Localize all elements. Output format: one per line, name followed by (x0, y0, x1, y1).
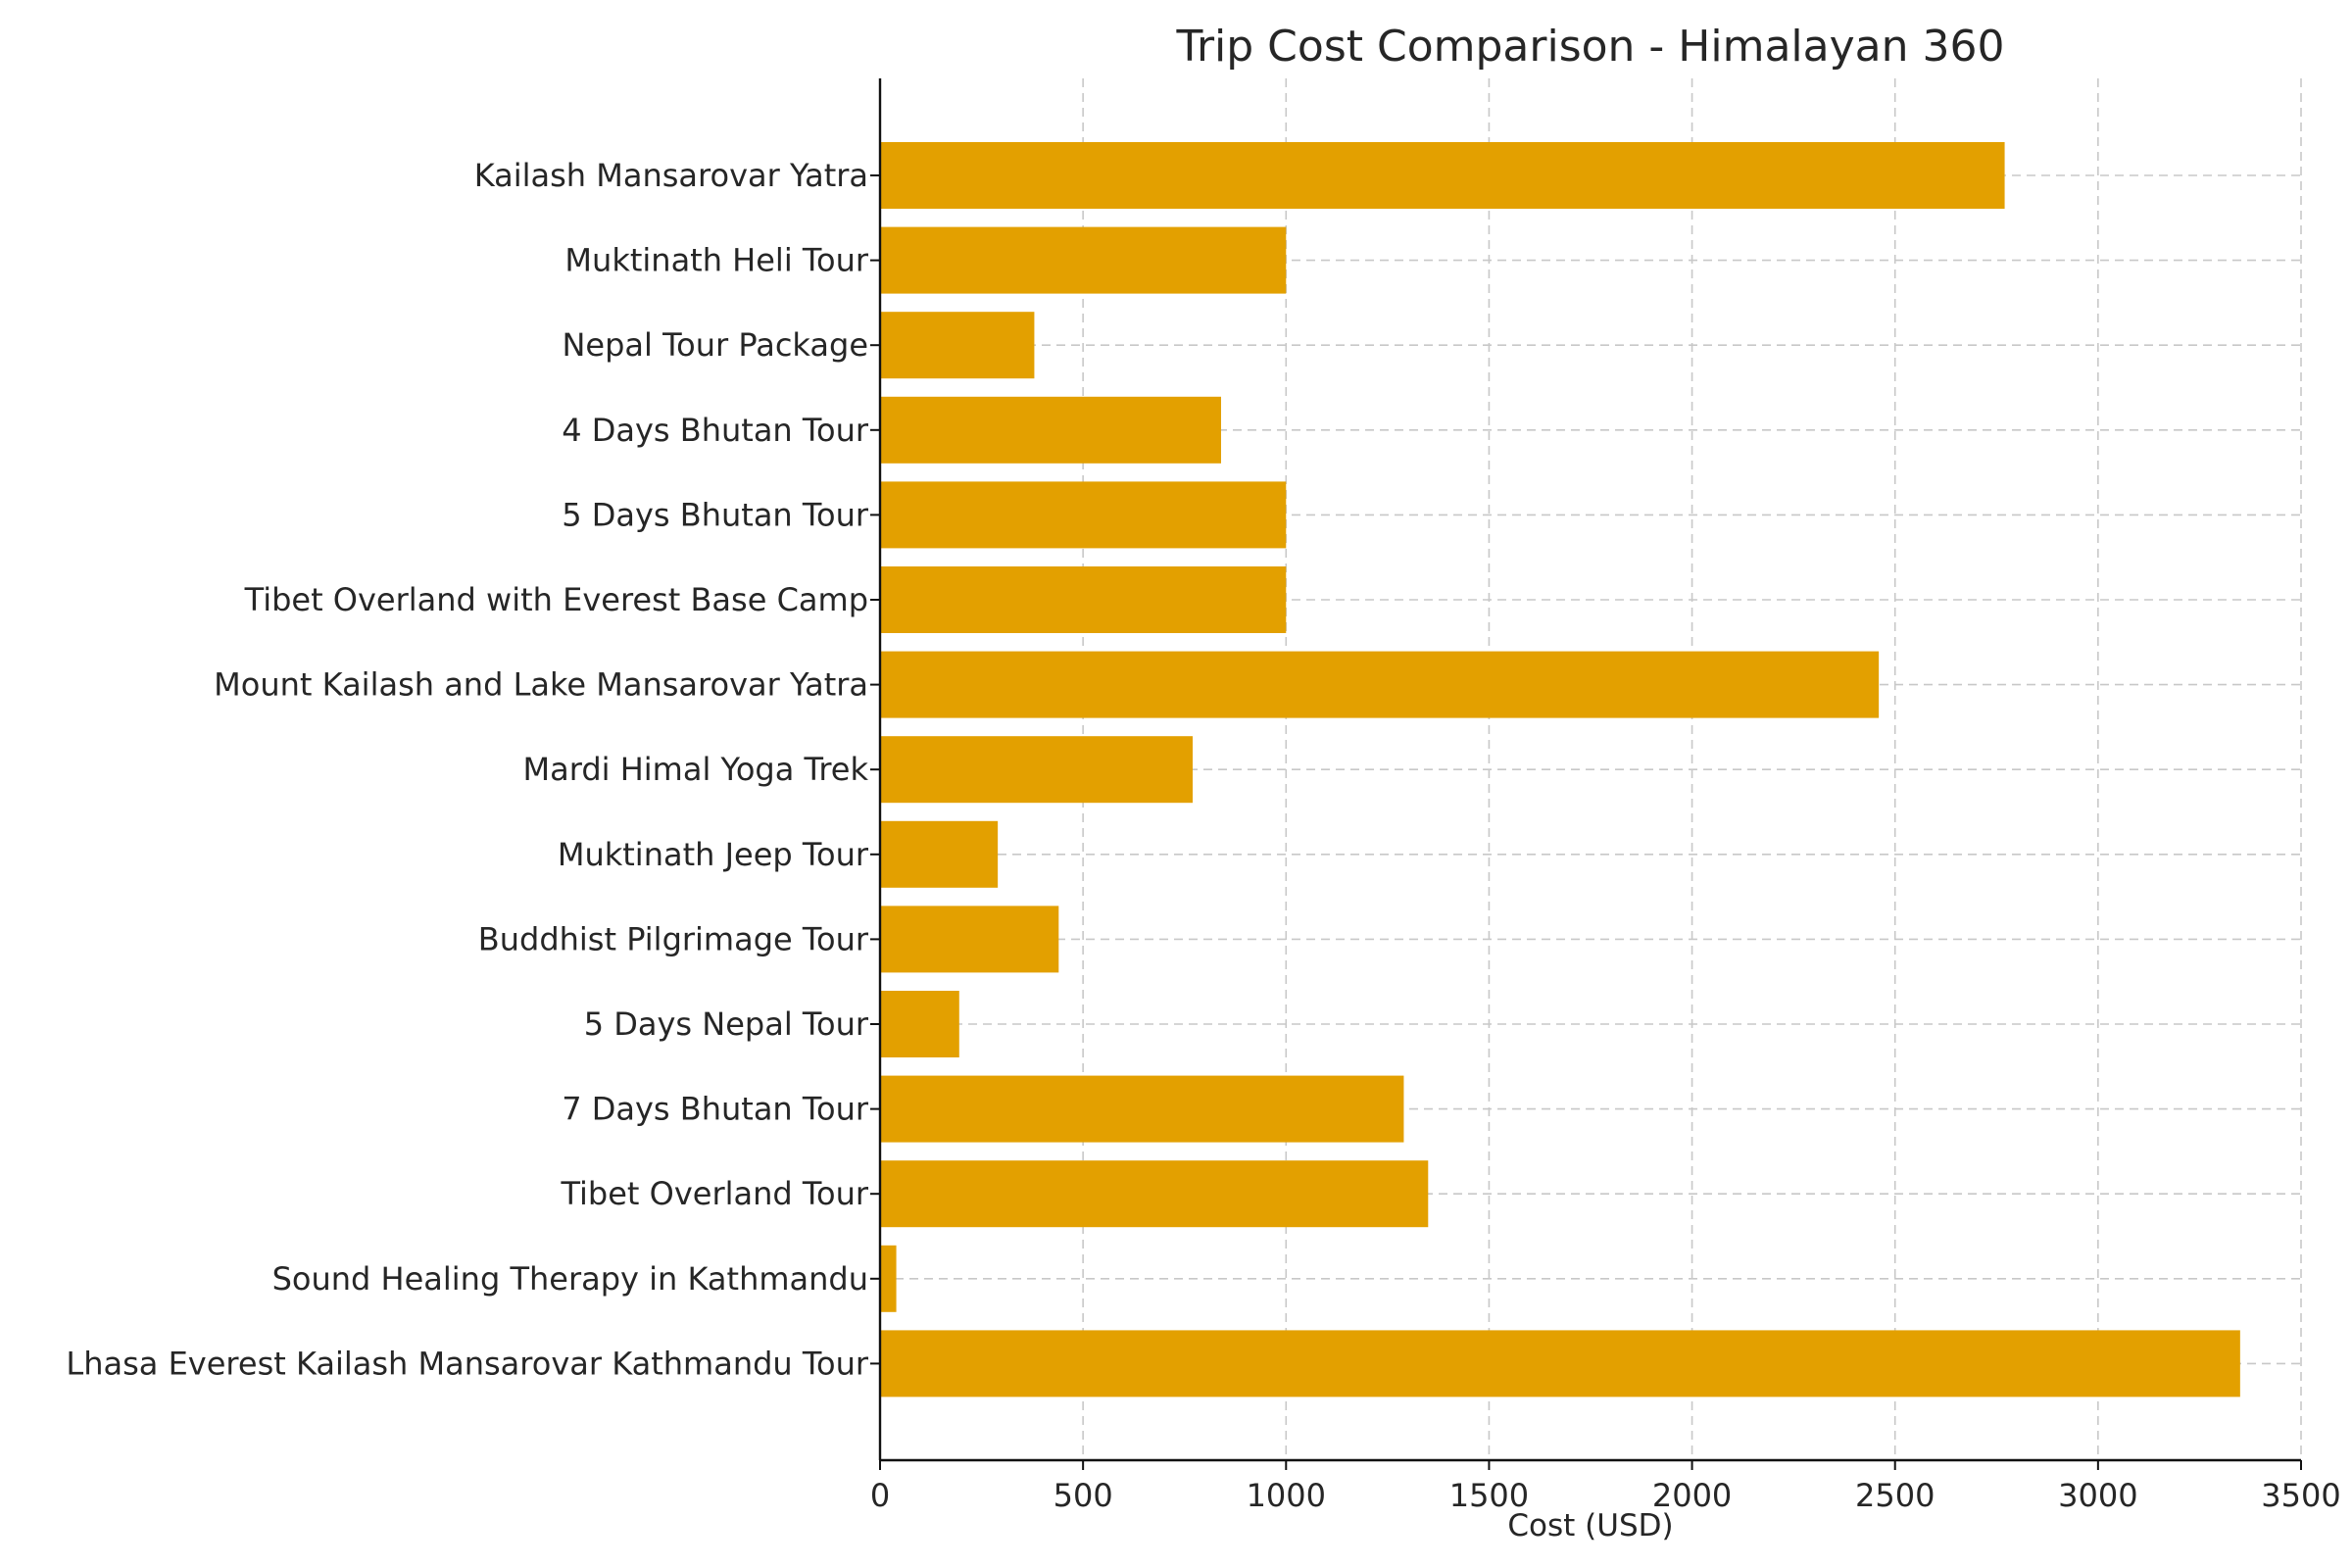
category-label: Tibet Overland Tour (560, 1175, 868, 1212)
category-label: Nepal Tour Package (562, 326, 868, 364)
x-tick-label: 3000 (2058, 1477, 2137, 1514)
category-label: Mardi Himal Yoga Trek (523, 751, 869, 788)
bar (880, 1160, 1429, 1228)
x-axis-label: Cost (USD) (1507, 1508, 1673, 1544)
chart-title: Trip Cost Comparison - Himalayan 360 (1176, 22, 2005, 72)
x-tick-label: 2000 (1652, 1477, 1732, 1514)
category-labels: Kailash Mansarovar Yatra Muktinath Heli T… (66, 157, 868, 1382)
category-label: 4 Days Bhutan Tour (562, 412, 869, 449)
bar (880, 991, 959, 1057)
category-label: Muktinath Jeep Tour (558, 836, 869, 873)
category-label: Buddhist Pilgrimage Tour (478, 920, 869, 957)
bar (880, 226, 1287, 294)
bar (880, 396, 1221, 464)
bar (880, 142, 2005, 209)
bar (880, 1075, 1404, 1143)
x-tick-label: 1500 (1449, 1477, 1529, 1514)
bar (880, 566, 1287, 633)
axes (870, 78, 2302, 1470)
bar (880, 820, 999, 888)
bar (880, 906, 1059, 973)
bar (880, 651, 1880, 718)
bar (880, 1245, 897, 1312)
category-label: Muktinath Heli Tour (564, 242, 868, 279)
x-tick-label: 500 (1054, 1477, 1113, 1514)
category-label: Sound Healing Therapy in Kathmandu (272, 1260, 868, 1298)
x-tick-label: 1000 (1247, 1477, 1326, 1514)
x-tick-label: 3500 (2261, 1477, 2340, 1514)
bar (880, 481, 1287, 549)
x-tick-labels: 0 500 1000 1500 2000 2500 3000 3500 (870, 1477, 2341, 1514)
bar (880, 736, 1193, 804)
category-label: Kailash Mansarovar Yatra (474, 157, 868, 194)
category-label: 7 Days Bhutan Tour (562, 1091, 869, 1128)
category-label: Mount Kailash and Lake Mansarovar Yatra (214, 666, 868, 704)
category-label: Tibet Overland with Everest Base Camp (244, 581, 868, 618)
category-label: 5 Days Bhutan Tour (562, 496, 869, 533)
category-label: 5 Days Nepal Tour (584, 1005, 869, 1043)
bar (880, 312, 1035, 379)
x-tick-label: 2500 (1855, 1477, 1935, 1514)
bars (880, 142, 2240, 1397)
bar (880, 1330, 2240, 1397)
category-label: Lhasa Everest Kailash Mansarovar Kathman… (66, 1345, 868, 1382)
x-tick-label: 0 (870, 1477, 890, 1514)
